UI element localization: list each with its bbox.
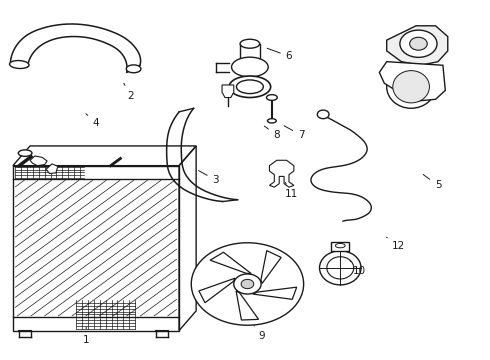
Polygon shape [46, 164, 58, 174]
Bar [331, 242, 349, 251]
Text: 3: 3 [198, 171, 219, 185]
Text: 8: 8 [264, 126, 280, 140]
Ellipse shape [237, 80, 263, 94]
Text: 10: 10 [350, 261, 367, 276]
Circle shape [318, 110, 329, 119]
Ellipse shape [319, 251, 361, 285]
Ellipse shape [232, 57, 268, 77]
Text: 5: 5 [423, 175, 441, 190]
Circle shape [241, 279, 254, 289]
Polygon shape [222, 85, 234, 98]
Circle shape [410, 37, 427, 50]
Ellipse shape [268, 119, 276, 123]
Polygon shape [199, 278, 235, 303]
Circle shape [400, 30, 437, 57]
Polygon shape [236, 291, 259, 320]
Polygon shape [379, 62, 445, 101]
Ellipse shape [393, 71, 429, 103]
Ellipse shape [229, 76, 270, 98]
Text: 2: 2 [124, 83, 133, 101]
Polygon shape [30, 156, 47, 166]
Text: 11: 11 [285, 183, 298, 199]
Ellipse shape [18, 150, 32, 156]
Text: 12: 12 [387, 237, 406, 251]
Ellipse shape [387, 65, 436, 108]
Ellipse shape [327, 257, 354, 279]
Polygon shape [253, 287, 297, 299]
Ellipse shape [240, 39, 260, 48]
Text: 1: 1 [83, 327, 90, 345]
Ellipse shape [9, 60, 29, 68]
Ellipse shape [126, 65, 141, 73]
Ellipse shape [335, 243, 345, 248]
Text: 4: 4 [86, 114, 99, 128]
Polygon shape [261, 251, 281, 283]
Circle shape [191, 243, 304, 325]
Text: 9: 9 [254, 326, 266, 341]
Polygon shape [210, 252, 251, 274]
Circle shape [234, 274, 261, 294]
Text: 6: 6 [267, 48, 293, 61]
Polygon shape [270, 160, 294, 187]
Ellipse shape [267, 95, 277, 100]
Polygon shape [387, 26, 448, 65]
Text: 7: 7 [284, 126, 304, 140]
